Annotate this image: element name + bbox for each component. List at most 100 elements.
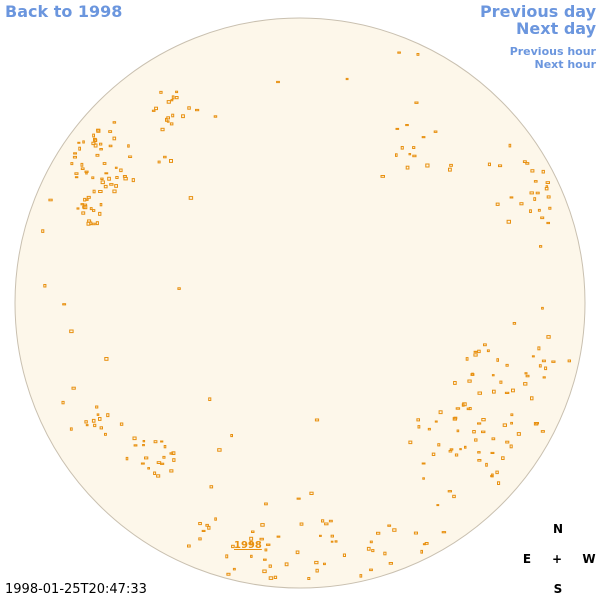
- feature-marker: [422, 477, 425, 480]
- feature-marker: [465, 357, 469, 361]
- feature-marker: [181, 114, 185, 119]
- feature-marker: [102, 162, 107, 165]
- feature-marker: [449, 448, 454, 451]
- feature-marker: [530, 396, 534, 401]
- feature-marker: [95, 221, 99, 226]
- feature-marker: [491, 437, 496, 441]
- feature-marker: [477, 422, 482, 425]
- feature-marker: [41, 229, 45, 233]
- feature-marker: [85, 424, 89, 427]
- feature-marker: [495, 202, 500, 206]
- feature-marker: [208, 397, 212, 401]
- feature-marker: [250, 554, 253, 558]
- feature-marker: [225, 554, 229, 559]
- feature-marker: [424, 542, 429, 545]
- feature-marker: [477, 451, 481, 454]
- feature-marker: [119, 168, 123, 173]
- feature-marker: [323, 562, 326, 566]
- feature-marker: [77, 141, 81, 144]
- feature-marker: [519, 202, 524, 206]
- feature-marker: [539, 245, 543, 248]
- feature-marker: [473, 353, 478, 357]
- feature-marker: [380, 175, 385, 178]
- feature-marker: [448, 450, 453, 453]
- feature-marker: [85, 171, 88, 175]
- feature-marker: [166, 100, 171, 104]
- feature-marker: [345, 77, 349, 81]
- feature-marker: [48, 198, 53, 202]
- previous-hour-link[interactable]: Previous hour: [509, 45, 596, 58]
- feature-marker: [533, 197, 537, 201]
- feature-marker: [405, 165, 410, 170]
- next-hour-link[interactable]: Next hour: [534, 58, 597, 71]
- feature-marker: [421, 136, 426, 139]
- feature-marker: [516, 432, 521, 436]
- feature-marker: [328, 519, 333, 523]
- feature-marker: [473, 350, 478, 353]
- feature-marker: [523, 382, 528, 386]
- feature-marker: [151, 109, 156, 112]
- feature-marker: [231, 544, 235, 549]
- feature-marker: [376, 531, 381, 535]
- feature-marker: [497, 481, 501, 485]
- feature-marker: [490, 451, 495, 454]
- feature-marker: [114, 166, 118, 169]
- feature-marker: [295, 550, 300, 555]
- feature-marker: [483, 343, 487, 347]
- feature-marker: [408, 440, 413, 445]
- feature-marker: [99, 426, 103, 430]
- feature-marker: [91, 222, 96, 226]
- feature-marker: [169, 452, 174, 455]
- feature-marker: [453, 381, 457, 385]
- feature-marker: [72, 155, 78, 159]
- feature-marker: [91, 418, 96, 423]
- feature-marker: [74, 176, 79, 179]
- feature-marker: [98, 417, 102, 421]
- feature-marker: [452, 494, 456, 499]
- next-day-link[interactable]: Next day: [516, 19, 596, 38]
- feature-marker: [163, 155, 167, 159]
- feature-marker: [455, 407, 461, 410]
- feature-marker: [548, 206, 552, 210]
- feature-marker: [284, 562, 289, 567]
- feature-marker: [262, 569, 267, 574]
- feature-marker: [501, 456, 505, 460]
- feature-marker: [541, 306, 544, 310]
- feature-marker: [91, 176, 95, 180]
- feature-marker: [169, 159, 173, 163]
- feature-marker: [232, 567, 236, 571]
- features: [41, 51, 571, 580]
- feature-marker: [545, 185, 549, 188]
- feature-marker: [70, 162, 74, 166]
- feature-marker: [251, 530, 255, 533]
- back-link[interactable]: Back to 1998: [5, 2, 123, 21]
- feature-marker: [314, 418, 320, 422]
- feature-marker: [510, 413, 514, 417]
- feature-marker: [98, 211, 102, 216]
- feature-marker: [273, 575, 278, 580]
- feature-marker: [420, 549, 423, 554]
- feature-marker: [104, 357, 109, 361]
- feature-marker: [107, 176, 111, 181]
- feature-marker: [417, 425, 421, 429]
- feature-marker: [125, 456, 129, 461]
- feature-marker: [537, 208, 541, 212]
- feature-marker: [369, 568, 373, 572]
- feature-marker: [296, 497, 301, 500]
- year-link[interactable]: 1998: [234, 540, 262, 551]
- feature-marker: [165, 117, 168, 122]
- feature-marker: [505, 440, 510, 444]
- feature-marker: [395, 127, 400, 130]
- feature-marker: [127, 144, 130, 148]
- feature-marker: [99, 142, 103, 146]
- feature-marker: [486, 349, 490, 353]
- feature-marker: [567, 359, 571, 363]
- feature-marker: [416, 418, 420, 422]
- feature-marker: [540, 216, 545, 220]
- feature-marker: [408, 153, 412, 156]
- feature-marker: [162, 455, 166, 459]
- feature-marker: [260, 523, 265, 527]
- compass-center: +: [551, 552, 563, 566]
- feature-marker: [112, 136, 117, 141]
- previous-day-link[interactable]: Previous day: [479, 2, 596, 21]
